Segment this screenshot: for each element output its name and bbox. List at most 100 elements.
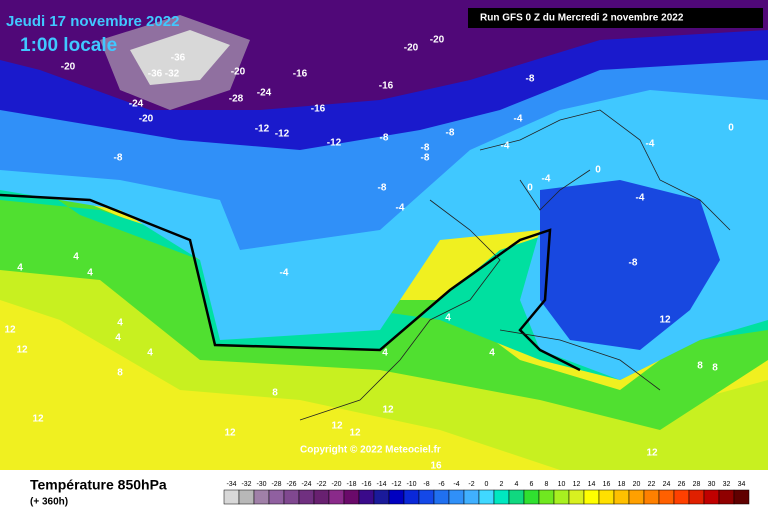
contour-label: -4: [542, 174, 551, 185]
legend-swatch: [448, 489, 465, 505]
legend-label: -28: [271, 481, 281, 488]
legend-swatch: [733, 489, 750, 505]
legend-label: 32: [723, 481, 731, 488]
legend: -34 -32 -30 -28 -26 -24 -22 -20 -18 -16 -14 -12 -10-…: [223, 481, 750, 505]
legend-swatch: [643, 489, 660, 505]
contour-label: 12: [349, 428, 361, 439]
legend-swatch: [358, 489, 375, 505]
contour-label: 12: [32, 414, 44, 425]
time: 1:00 locale: [20, 35, 117, 56]
legend-swatch: [343, 489, 360, 505]
contour-label: 4: [147, 348, 153, 359]
footer-title: Température 850hPa: [30, 477, 167, 493]
legend-swatch: [268, 489, 285, 505]
contour-label: 12: [224, 428, 236, 439]
contour-label: -24: [129, 99, 144, 110]
contour-label: -4: [646, 139, 655, 150]
legend-swatch: [283, 489, 300, 505]
cold-pool: [540, 180, 720, 350]
legend-label: 16: [603, 481, 611, 488]
legend-label: -24: [301, 481, 311, 488]
legend-swatch: [583, 489, 600, 505]
contour-label: 8: [272, 388, 278, 399]
legend-label: -20: [331, 481, 341, 488]
contour-label: -4: [280, 268, 289, 279]
legend-label: 14: [588, 481, 596, 488]
contour-labels: -36-32-36-24-20-20-20-28-24-16-20-20-8-1…: [4, 35, 734, 472]
legend-label: -30: [256, 481, 266, 488]
legend-label: 20: [633, 481, 641, 488]
legend-label: 30: [708, 481, 716, 488]
legend-swatch: [568, 489, 585, 505]
legend-label: -16: [361, 481, 371, 488]
contour-label: 8: [697, 361, 703, 372]
legend-label: 26: [678, 481, 686, 488]
contour-label: 4: [489, 348, 495, 359]
contour-label: -16: [311, 104, 326, 115]
legend-label: 22: [648, 481, 656, 488]
legend-label: 18: [618, 481, 626, 488]
legend-swatch: [553, 489, 570, 505]
footer-subtitle: (+ 360h): [30, 497, 68, 508]
contour-label: -12: [255, 124, 270, 135]
contour-label: -8: [114, 153, 123, 164]
legend-swatch: [598, 489, 615, 505]
contour-label: -20: [139, 114, 154, 125]
legend-swatch: [688, 489, 705, 505]
contour-label: 4: [117, 318, 123, 329]
contour-label: -8: [446, 128, 455, 139]
legend-label: -18: [346, 481, 356, 488]
contour-label: -36: [171, 53, 186, 64]
contour-label: 4: [115, 333, 121, 344]
legend-label: -22: [316, 481, 326, 488]
legend-label: 12: [573, 481, 581, 488]
legend-swatch: [418, 489, 435, 505]
contour-label: 0: [728, 123, 734, 134]
legend-label: -8: [423, 481, 429, 488]
legend-swatch: [328, 489, 345, 505]
contour-label: -16: [293, 69, 308, 80]
legend-swatch: [238, 489, 255, 505]
map-field: [0, 0, 768, 470]
legend-label: -10: [406, 481, 416, 488]
legend-label: -6: [438, 481, 444, 488]
contour-label: 12: [646, 448, 658, 459]
legend-swatch: [313, 489, 330, 505]
contour-label: 12: [382, 405, 394, 416]
contour-label: 4: [73, 252, 79, 263]
legend-label: 28: [693, 481, 701, 488]
legend-swatch: [658, 489, 675, 505]
legend-swatch: [613, 489, 630, 505]
contour-label: -8: [421, 153, 430, 164]
contour-label: -8: [629, 258, 638, 269]
contour-label: -8: [380, 133, 389, 144]
legend-swatch: [388, 489, 405, 505]
contour-label: 12: [16, 345, 28, 356]
legend-label: 34: [738, 481, 746, 488]
contour-label: -4: [514, 114, 523, 125]
contour-label: 4: [87, 268, 93, 279]
contour-label: 8: [712, 363, 718, 374]
legend-swatch: [223, 489, 240, 505]
contour-label: 0: [595, 165, 601, 176]
contour-label: 12: [331, 421, 343, 432]
legend-label: -12: [391, 481, 401, 488]
zero-isotherm: [0, 193, 581, 372]
run-box: [468, 8, 763, 28]
contour-label: -8: [421, 143, 430, 154]
contour-label: -8: [378, 183, 387, 194]
contour-label: 16: [430, 461, 442, 472]
legend-label: -26: [286, 481, 296, 488]
legend-label: 2: [500, 481, 504, 488]
contour-label: -4: [501, 141, 510, 152]
legend-label: 4: [515, 481, 519, 488]
contour-label: -20: [430, 35, 445, 46]
zone-m34: [130, 30, 230, 85]
contour-label: -12: [275, 129, 290, 140]
contour-label: -24: [257, 88, 272, 99]
contour-label: -12: [327, 138, 342, 149]
legend-swatch: [493, 489, 510, 505]
legend-swatch: [463, 489, 480, 505]
